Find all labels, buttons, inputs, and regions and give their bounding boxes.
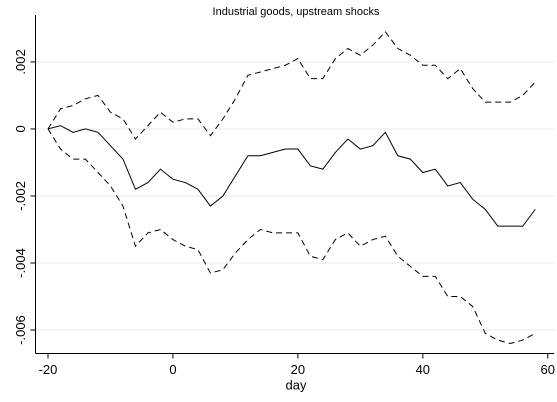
line-series [47,125,536,227]
y-tick-label: .002 [13,49,28,74]
x-tick-label: 0 [169,362,176,377]
x-axis-label: day [286,377,307,392]
y-tick-label: -.002 [13,181,28,211]
y-tick-label: 0 [13,125,28,132]
x-tick-label: 20 [291,362,305,377]
line-series [47,128,536,344]
line-series [47,30,536,140]
x-tick-label: -20 [39,362,58,377]
x-tick-label: 60 [541,362,555,377]
y-tick-label: -.006 [13,315,28,345]
y-tick-label: -.004 [13,248,28,278]
x-tick-label: 40 [416,362,430,377]
chart-title: Industrial goods, upstream shocks [213,6,380,18]
